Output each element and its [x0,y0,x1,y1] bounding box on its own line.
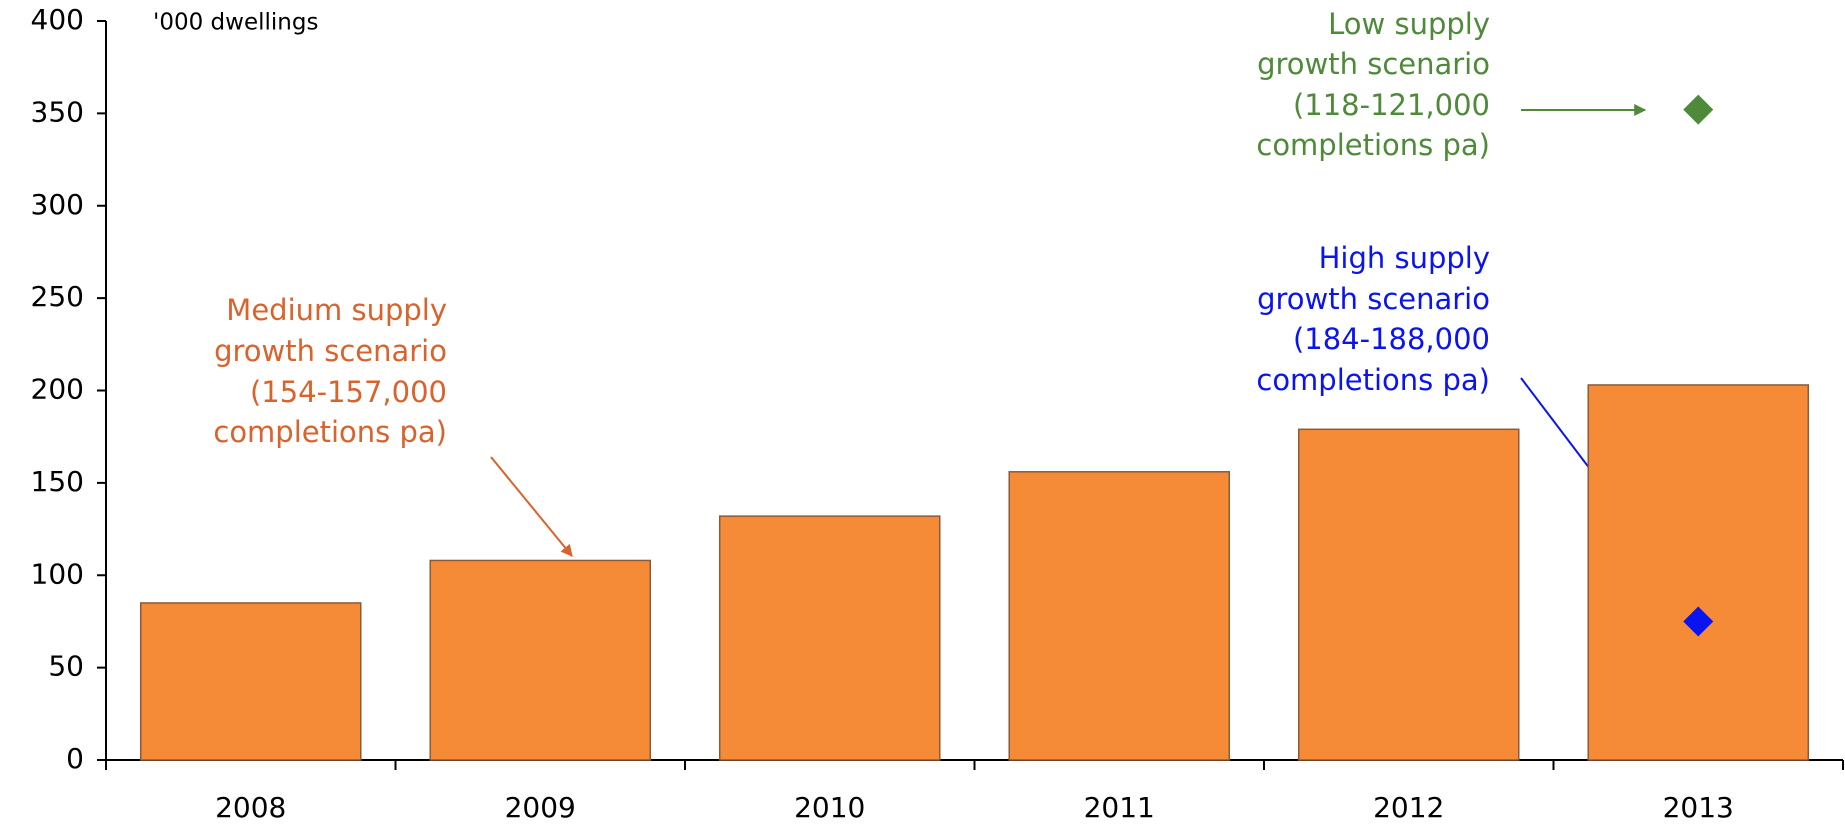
annotation: completions pa) [1256,128,1490,162]
x-tick-label: 2012 [1373,791,1444,824]
annotation: (154-157,000 [250,375,447,409]
y-tick-label: 400 [31,3,84,36]
y-tick-label: 250 [31,280,84,313]
diamond-marker [1683,606,1714,637]
annotation: completions pa) [1256,363,1490,397]
annotation: growth scenario [1257,282,1490,316]
unit-label: '000 dwellings [153,10,318,36]
x-tick-label: 2009 [505,791,576,824]
x-tick-label: 2013 [1663,791,1734,824]
bar [1297,428,1520,761]
annotation: completions pa) [213,415,447,449]
arrow [490,456,573,557]
bar [718,515,941,761]
bar [139,602,362,761]
annotation: (118-121,000 [1293,88,1490,122]
y-tick-label: 300 [31,188,84,221]
diamond-marker [1683,94,1714,125]
annotation: (184-188,000 [1293,322,1490,356]
y-tick-label: 50 [48,650,84,683]
annotation: Low supply [1328,7,1490,41]
y-tick-label: 200 [31,373,84,406]
bar [1008,471,1231,761]
y-tick-label: 0 [66,742,84,775]
x-tick-label: 2010 [794,791,865,824]
bar [429,559,652,761]
annotation: Medium supply [226,293,447,327]
annotation: High supply [1319,241,1490,275]
y-tick-label: 100 [31,557,84,590]
bar [1587,384,1810,761]
annotation: growth scenario [1257,47,1490,81]
x-tick-label: 2008 [215,791,286,824]
annotation: growth scenario [214,334,447,368]
y-tick-label: 350 [31,95,84,128]
x-tick-label: 2011 [1084,791,1155,824]
y-tick-label: 150 [31,465,84,498]
